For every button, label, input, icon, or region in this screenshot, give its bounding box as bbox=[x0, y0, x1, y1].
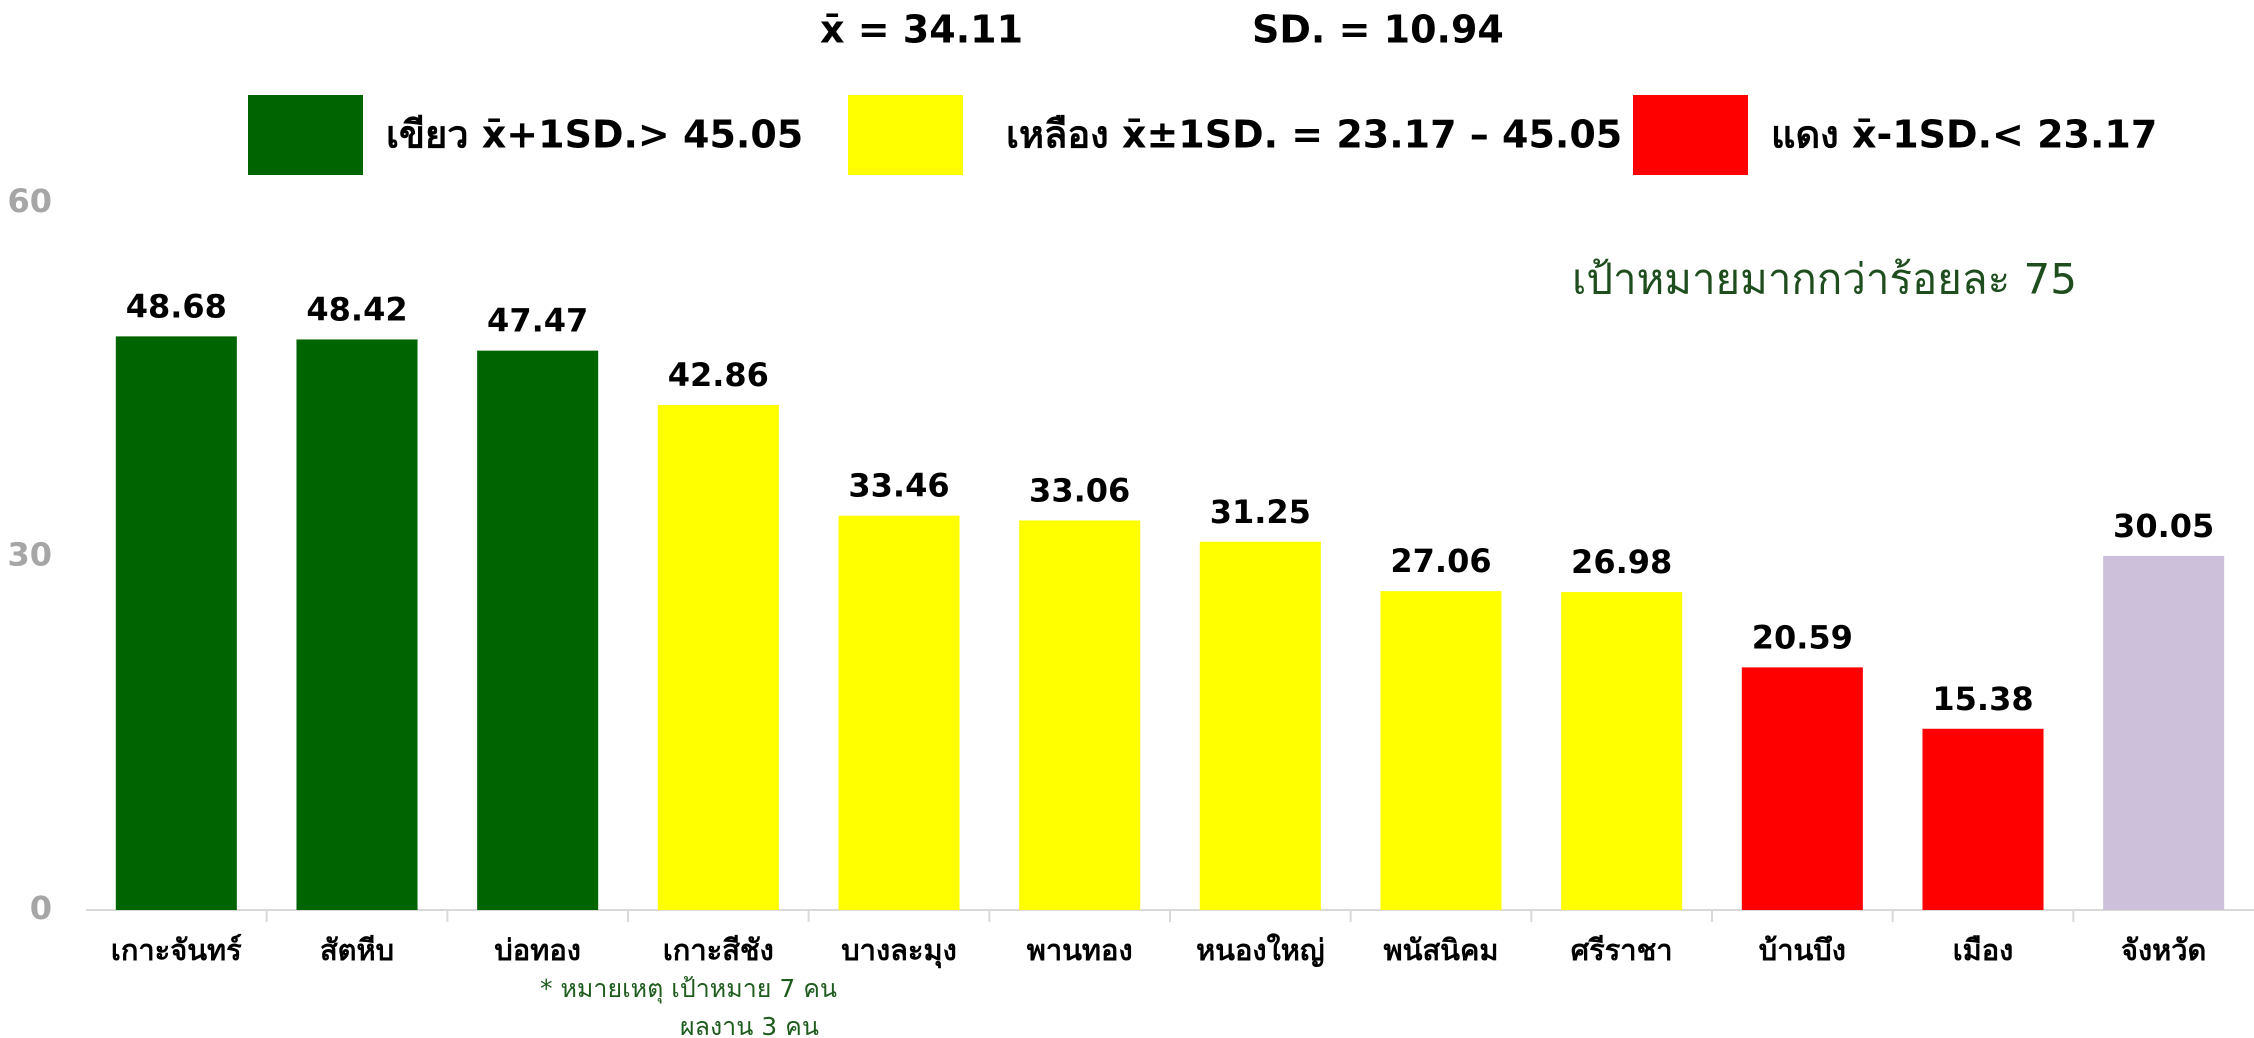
value-label: 48.68 bbox=[126, 287, 227, 325]
x-tick-label: พนัสนิคม bbox=[1384, 933, 1499, 967]
x-tick-label: เมือง bbox=[1953, 933, 2014, 967]
bar bbox=[1019, 520, 1141, 910]
bar bbox=[296, 339, 418, 910]
x-tick-label: พานทอง bbox=[1027, 933, 1133, 967]
value-label: 27.06 bbox=[1390, 542, 1491, 580]
bar bbox=[657, 404, 779, 910]
bar bbox=[1561, 592, 1683, 910]
x-tick-label: ศรีราชา bbox=[1571, 933, 1673, 967]
x-tick-label: หนองใหญ่ bbox=[1196, 933, 1325, 968]
value-label: 47.47 bbox=[487, 302, 588, 340]
annotation: เป้าหมายมากกว่าร้อยละ 75 bbox=[1572, 255, 2077, 304]
bar bbox=[115, 336, 237, 910]
y-tick-label: 0 bbox=[30, 889, 52, 927]
x-tick-label: บ่อทอง bbox=[494, 933, 581, 967]
bar bbox=[2103, 555, 2225, 910]
stat-mean: x̄ = 34.11 bbox=[820, 8, 1023, 52]
legend-swatch bbox=[248, 95, 363, 175]
bar bbox=[1741, 667, 1863, 910]
bar bbox=[838, 515, 960, 910]
note: * หมายเหตุ เป้าหมาย 7 คน bbox=[540, 974, 837, 1004]
legend-label: เหลือง x̄±1SD. = 23.17 – 45.05 bbox=[1006, 113, 1622, 157]
bar bbox=[477, 350, 599, 911]
y-tick-label: 30 bbox=[7, 536, 52, 574]
value-label: 48.42 bbox=[306, 290, 407, 328]
legend-swatch bbox=[848, 95, 963, 175]
legend-label: แดง x̄-1SD.< 23.17 bbox=[1771, 113, 2157, 157]
bar bbox=[1922, 728, 2044, 910]
y-tick-label: 60 bbox=[7, 182, 52, 220]
x-tick-label: บ้านบึง bbox=[1759, 933, 1846, 967]
value-label: 33.06 bbox=[1029, 471, 1130, 509]
value-label: 30.05 bbox=[2113, 507, 2214, 545]
legend-label: เขียว x̄+1SD.> 45.05 bbox=[386, 113, 803, 157]
x-tick-label: เกาะสีชัง bbox=[663, 933, 774, 967]
bar bbox=[1199, 541, 1321, 910]
value-label: 26.98 bbox=[1571, 543, 1672, 581]
bar bbox=[1380, 591, 1502, 910]
legend-swatch bbox=[1633, 95, 1748, 175]
value-label: 42.86 bbox=[668, 356, 769, 394]
stat-sd: SD. = 10.94 bbox=[1252, 8, 1504, 52]
value-label: 31.25 bbox=[1210, 493, 1311, 531]
x-tick-label: เกาะจันทร์ bbox=[111, 933, 242, 967]
value-label: 33.46 bbox=[848, 467, 949, 505]
x-tick-label: สัตหีบ bbox=[320, 933, 394, 967]
x-tick-label: จังหวัด bbox=[2121, 933, 2206, 967]
note: ผลงาน 3 คน bbox=[680, 1012, 819, 1038]
value-label: 15.38 bbox=[1932, 680, 2033, 718]
x-tick-label: บางละมุง bbox=[841, 933, 956, 968]
value-label: 20.59 bbox=[1752, 618, 1853, 656]
